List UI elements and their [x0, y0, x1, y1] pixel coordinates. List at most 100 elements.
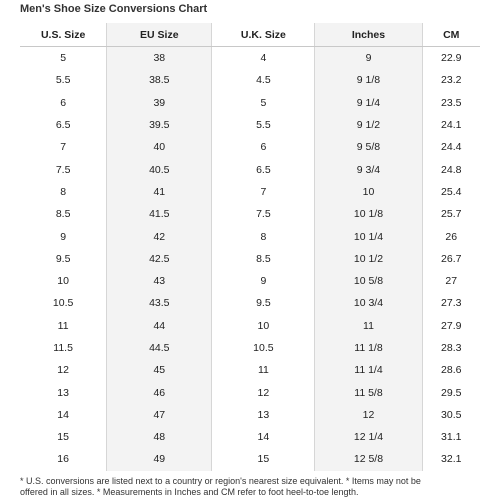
cell-cm: 28.3	[421, 336, 481, 360]
table-row: 5.5 38.5 4.5 9 1/8 23.2	[20, 69, 481, 92]
cell-eu-size: 49	[106, 448, 212, 471]
cell-us-size: 8.5	[55, 208, 71, 221]
cell-cm: 22.9	[421, 47, 481, 70]
page-title: Men's Shoe Size Conversions Chart	[20, 3, 208, 15]
cell-us-size: 9.5	[55, 252, 71, 265]
column-header-eu-size: EU Size	[106, 23, 212, 46]
cell-inches: 9 1/2	[314, 113, 422, 137]
table-row: 9.5 42.5 8.5 10 1/2 26.7	[20, 247, 481, 270]
footnote-line-2: offered in all sizes. * Measurements in …	[20, 487, 359, 497]
table-row: 14 47 13 12 30.5	[20, 403, 481, 427]
table-row: 11 44 10 11 27.9	[20, 314, 481, 337]
cell-inches: 11 5/8	[314, 381, 422, 404]
cell-cm: 26.7	[421, 247, 481, 270]
cell-eu-size: 46	[106, 381, 212, 404]
cell-cm: 31.1	[421, 426, 481, 449]
cell-uk-size: 14	[211, 426, 314, 449]
cell-us-size: 6	[60, 96, 67, 109]
cell-uk-size: 8	[211, 225, 314, 248]
cell-inches: 9 1/8	[314, 69, 422, 92]
cell-inches: 10 5/8	[314, 269, 422, 293]
cell-eu-size: 45	[106, 359, 212, 382]
cell-inches: 11 1/8	[314, 336, 422, 360]
cell-inches: 12 5/8	[314, 448, 422, 471]
cell-eu-size: 39.5	[106, 113, 212, 137]
table-header-row: U.S. Size EU Size U.K. Size Inches CM	[20, 23, 480, 46]
cell-eu-size: 40	[106, 136, 212, 159]
cell-eu-size: 48	[106, 426, 212, 449]
table-row: 9 42 8 10 1/4 26	[20, 225, 481, 248]
cell-us-size: 7	[60, 141, 67, 154]
table-row: 8.5 41.5 7.5 10 1/8 25.7	[20, 203, 481, 226]
cell-uk-size: 8.5	[211, 247, 314, 270]
table-row: 5 38 4 9 22.9	[20, 47, 481, 70]
cell-eu-size: 44	[106, 314, 212, 337]
cell-inches: 9 5/8	[314, 136, 422, 159]
cell-eu-size: 47	[106, 403, 212, 427]
table-row: 12 45 11 11 1/4 28.6	[20, 359, 480, 382]
table-row: 16 49 15 12 5/8 32.1	[20, 448, 481, 471]
cell-inches: 10	[314, 180, 422, 204]
cell-eu-size: 42	[106, 225, 212, 248]
table-body: 5 38 4 9 22.9 5.5 38.5 4.5 9 1/8 23.2 6 39 5 9 1/4 23.…	[20, 47, 480, 471]
cell-uk-size: 7	[211, 180, 314, 204]
cell-uk-size: 7.5	[211, 203, 314, 226]
cell-cm: 26	[421, 225, 481, 248]
cell-uk-size: 5	[211, 91, 314, 114]
cell-us-size: 11.5	[53, 342, 73, 354]
table-row: 11.5 44.5 10.5 11 1/8 28.3	[20, 336, 481, 360]
cell-cm: 32.1	[421, 448, 481, 471]
cell-inches: 12 1/4	[314, 426, 422, 449]
cell-uk-size: 4.5	[211, 69, 314, 92]
footnote-line-1: * U.S. conversions are listed next to a …	[20, 476, 421, 486]
cell-inches: 12	[314, 403, 422, 427]
cell-cm: 25.7	[421, 203, 481, 226]
cell-inches: 9 1/4	[314, 91, 422, 114]
cell-cm: 29.5	[421, 381, 481, 404]
table-row: 6 39 5 9 1/4 23.5	[20, 91, 481, 114]
table-row: 6.5 39.5 5.5 9 1/2 24.1	[20, 113, 481, 137]
cell-uk-size: 9.5	[211, 292, 314, 315]
cell-cm: 27	[421, 269, 481, 293]
cell-inches: 11 1/4	[314, 359, 422, 382]
cell-cm: 25.4	[421, 180, 481, 204]
cell-eu-size: 41	[106, 180, 212, 204]
cell-us-size: 7.5	[55, 163, 71, 176]
cell-cm: 24.4	[421, 136, 481, 159]
cell-cm: 24.1	[421, 113, 481, 137]
cell-uk-size: 5.5	[211, 113, 314, 137]
column-header-uk-size: U.K. Size	[211, 23, 314, 46]
cell-uk-size: 15	[211, 448, 314, 471]
cell-us-size: 11	[57, 319, 69, 332]
cell-eu-size: 42.5	[106, 247, 212, 270]
table-row: 10.5 43.5 9.5 10 3/4 27.3	[20, 292, 481, 315]
cell-us-size: 10.5	[52, 297, 74, 310]
cell-us-size: 9	[60, 230, 67, 243]
cell-us-size: 15	[57, 431, 69, 444]
column-header-us-size: U.S. Size	[40, 28, 86, 41]
table-row: 7 40 6 9 5/8 24.4	[20, 136, 481, 159]
cell-inches: 10 3/4	[314, 292, 422, 315]
cell-uk-size: 10	[211, 314, 314, 337]
cell-uk-size: 4	[211, 47, 314, 70]
cell-cm: 27.9	[421, 314, 481, 337]
cell-cm: 27.3	[421, 292, 481, 315]
cell-cm: 23.2	[421, 69, 481, 92]
cell-eu-size: 40.5	[106, 158, 212, 181]
cell-uk-size: 6	[211, 136, 314, 159]
table-row: 15 48 14 12 1/4 31.1	[20, 426, 481, 449]
cell-cm: 30.5	[421, 403, 481, 427]
cell-uk-size: 12	[211, 381, 314, 404]
cell-us-size: 6.5	[55, 119, 71, 132]
cell-inches: 9 3/4	[314, 158, 422, 181]
table-row: 13 46 12 11 5/8 29.5	[20, 381, 481, 404]
cell-inches: 10 1/8	[314, 203, 422, 226]
cell-cm: 23.5	[421, 91, 481, 114]
cell-uk-size: 10.5	[211, 336, 314, 360]
table-row: 8 41 7 10 25.4	[20, 180, 481, 204]
cell-us-size: 10	[57, 275, 69, 288]
cell-us-size: 5	[60, 52, 67, 65]
header-divider	[20, 46, 480, 47]
table-row: 10 43 9 10 5/8 27	[20, 269, 481, 293]
